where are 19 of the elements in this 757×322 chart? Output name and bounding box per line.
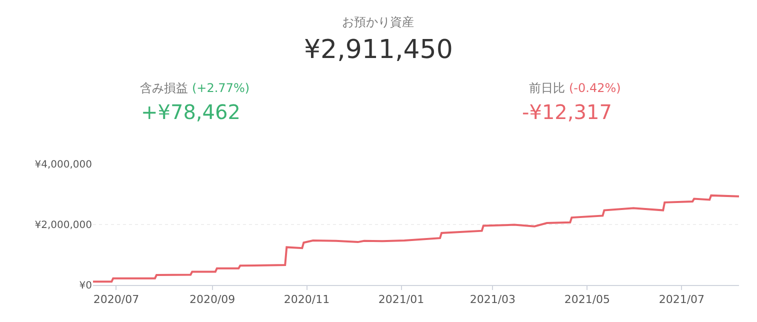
line-series — [93, 194, 739, 283]
x-tick-label: 2021/07 — [658, 293, 705, 306]
x-tick-label: 2021/01 — [378, 293, 424, 306]
y-tick-label: ¥0 — [79, 280, 92, 292]
y-tick-label: ¥4,000,000 — [34, 160, 92, 170]
x-tick-label: 2021/03 — [470, 293, 516, 306]
x-tick-label: 2020/09 — [189, 293, 236, 306]
text: (+2.77%) — [192, 81, 250, 95]
text: +¥78,462 — [141, 100, 240, 124]
text: 前日比 — [529, 81, 565, 95]
text: -¥12,317 — [522, 100, 612, 124]
text: 含み損益 — [140, 81, 188, 95]
chart-title: お預かり資産 — [342, 15, 414, 29]
text: (-0.42%) — [569, 81, 621, 95]
x-tick-label: 2020/07 — [93, 293, 140, 306]
chart-subtitle: ¥2,911,450 — [304, 35, 453, 65]
x-tick-label: 2020/11 — [284, 293, 330, 306]
x-tick-label: 2021/05 — [564, 293, 610, 306]
y-tick-label: ¥2,000,000 — [34, 220, 92, 231]
